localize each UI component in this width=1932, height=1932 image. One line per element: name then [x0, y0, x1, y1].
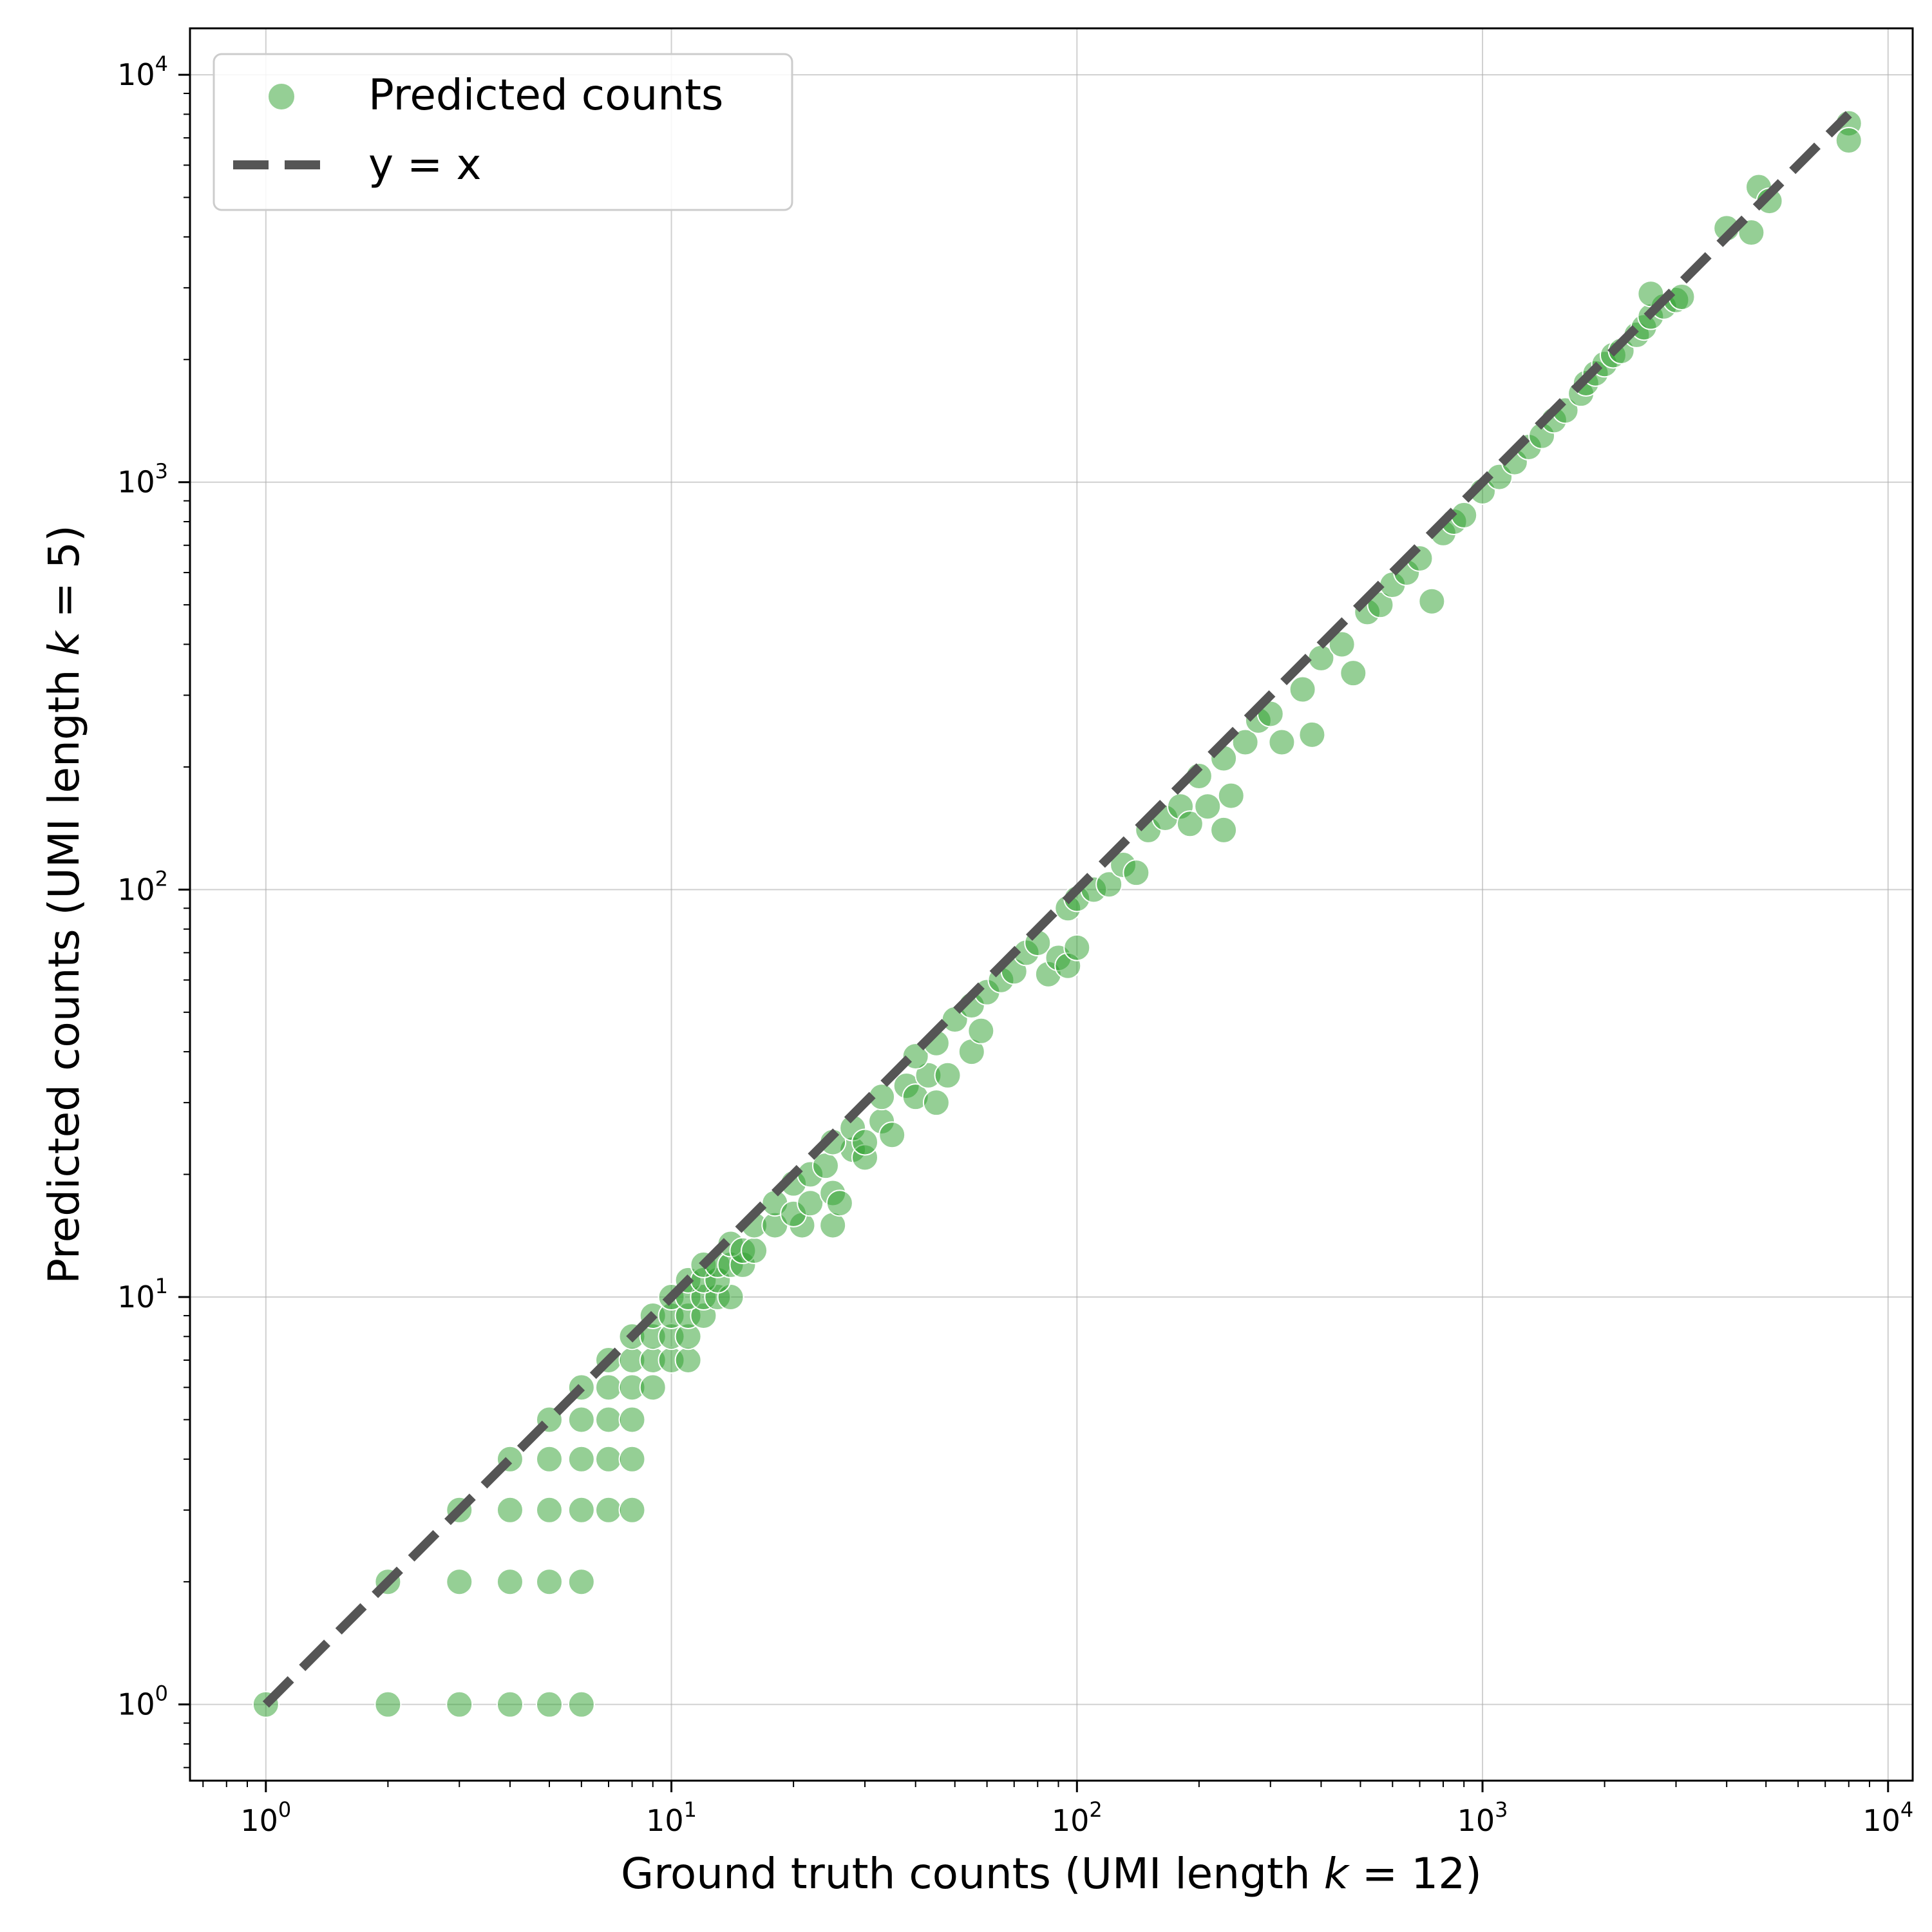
data-point — [1231, 728, 1259, 756]
x-axis-label: Ground truth counts (UMI length k = 12) — [621, 1849, 1482, 1899]
data-point — [595, 1374, 623, 1401]
x-tick-label: 102 — [1052, 1797, 1103, 1838]
data-point — [1095, 871, 1123, 898]
x-tick-label: 104 — [1862, 1797, 1913, 1838]
legend-marker-points — [267, 82, 296, 111]
data-point — [1176, 810, 1204, 838]
data-point — [595, 1496, 623, 1524]
plot-frame — [189, 27, 1914, 1782]
data-point — [1210, 816, 1238, 844]
data-point — [618, 1445, 646, 1473]
x-tick-label: 100 — [240, 1797, 291, 1838]
legend: Predicted counts y = x — [213, 53, 793, 211]
data-point — [1328, 630, 1356, 658]
data-point — [618, 1406, 646, 1434]
y-tick-label: 102 — [117, 866, 168, 907]
data-point — [567, 1496, 595, 1524]
data-point — [535, 1568, 563, 1596]
data-point — [535, 1690, 563, 1718]
data-point — [851, 1128, 879, 1156]
data-point — [1340, 659, 1367, 687]
data-point — [1217, 782, 1245, 810]
identity-line — [262, 111, 1852, 1708]
data-point — [1298, 721, 1326, 748]
data-point — [1063, 934, 1091, 961]
y-axis-label: Predicted counts (UMI length k = 5) — [39, 525, 89, 1283]
data-point — [1122, 859, 1150, 887]
data-point — [1367, 591, 1394, 619]
y-tick-label: 101 — [117, 1274, 168, 1314]
y-tick-label: 100 — [117, 1681, 168, 1722]
x-tick-label: 101 — [646, 1797, 697, 1838]
data-point — [567, 1406, 595, 1434]
data-point — [674, 1346, 702, 1374]
data-point — [826, 1189, 853, 1217]
data-point — [1194, 793, 1222, 820]
legend-label-line: y = x — [368, 140, 481, 189]
data-point — [967, 1017, 995, 1045]
data-point — [878, 1121, 906, 1149]
data-point — [567, 1568, 595, 1596]
ticks — [178, 73, 1889, 1792]
data-point — [741, 1236, 768, 1264]
legend-label-points: Predicted counts — [368, 70, 723, 120]
data-point — [496, 1690, 524, 1718]
data-point — [535, 1496, 563, 1524]
data-point — [1289, 676, 1316, 703]
data-point — [567, 1445, 595, 1473]
data-point — [1418, 587, 1446, 615]
data-point — [1835, 127, 1862, 155]
data-point — [618, 1496, 646, 1524]
data-point — [934, 1061, 961, 1089]
data-point — [1268, 728, 1296, 756]
data-point — [595, 1406, 623, 1434]
data-point — [567, 1690, 595, 1718]
data-point — [496, 1568, 524, 1596]
y-tick-label: 104 — [117, 52, 168, 92]
data-point — [446, 1568, 473, 1596]
tick-labels: 100 101 102 103 104 100 101 102 103 104 — [117, 52, 1913, 1838]
data-point — [374, 1690, 402, 1718]
data-point — [639, 1374, 667, 1401]
data-point — [922, 1089, 950, 1117]
grid — [190, 28, 1913, 1781]
data-point — [595, 1445, 623, 1473]
data-point — [1738, 219, 1765, 247]
y-tick-label: 103 — [117, 459, 168, 500]
x-tick-label: 103 — [1457, 1797, 1508, 1838]
data-point — [797, 1189, 824, 1217]
legend-box — [213, 53, 793, 211]
data-point — [446, 1690, 473, 1718]
data-point — [535, 1445, 563, 1473]
data-point — [496, 1496, 524, 1524]
